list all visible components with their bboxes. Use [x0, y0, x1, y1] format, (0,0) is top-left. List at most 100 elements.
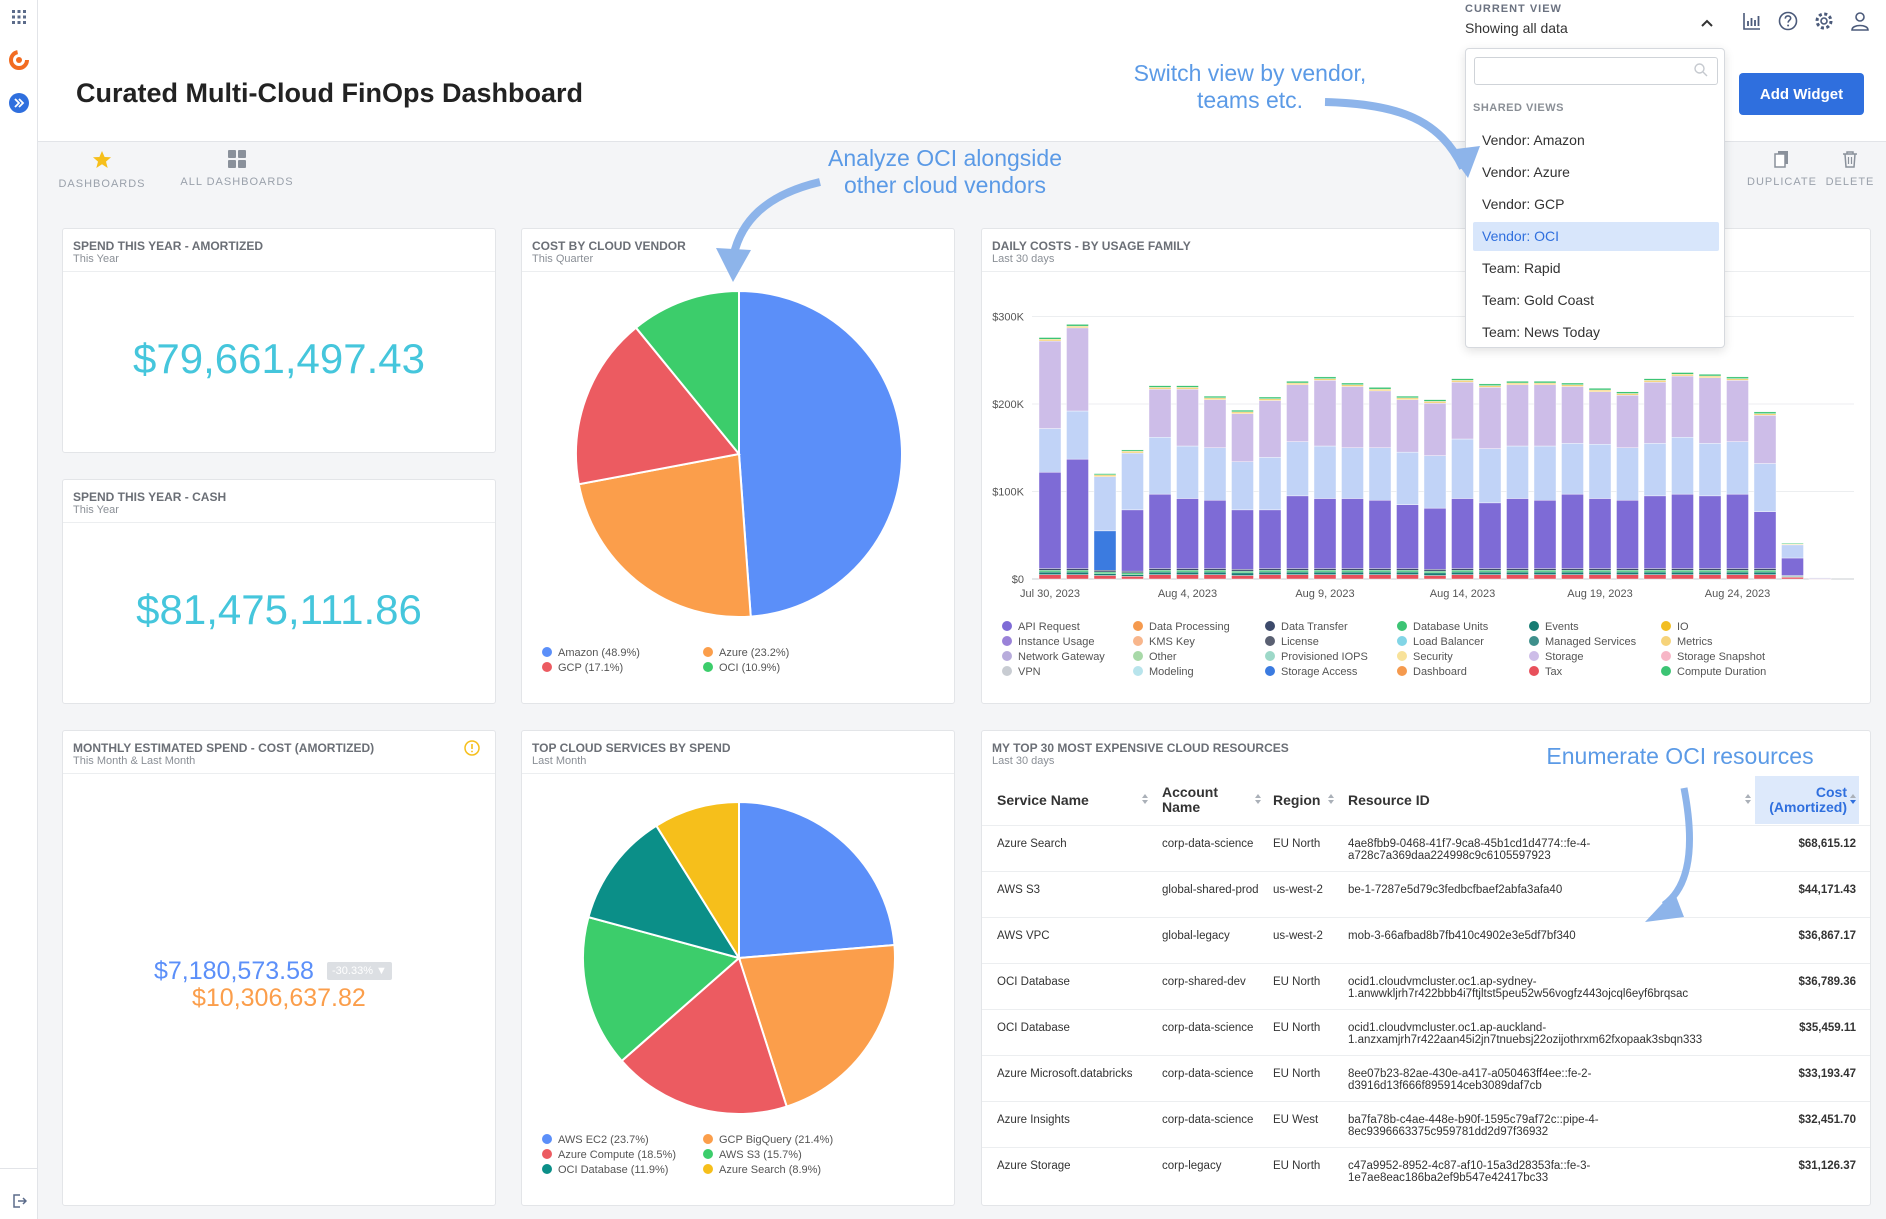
legend-item[interactable]: AWS EC2 (23.7%) [542, 1134, 649, 1146]
star-icon [92, 150, 112, 170]
legend-item[interactable]: Modeling [1133, 666, 1194, 678]
legend-swatch [1397, 666, 1407, 676]
legend-item[interactable]: Tax [1529, 666, 1562, 678]
table-row[interactable]: Azure Storage corp-legacy EU North c47a9952… [982, 1147, 1870, 1193]
table-row[interactable]: Azure Microsoft.databricks corp-data-scie… [982, 1055, 1870, 1101]
cell-resource-id: ocid1.cloudvmcluster.oc1.ap-auckland-1.a… [1348, 1022, 1743, 1046]
legend-item[interactable]: Managed Services [1529, 636, 1636, 648]
legend-item[interactable]: GCP (17.1%) [542, 662, 623, 674]
cell-cost: $33,193.47 [1798, 1068, 1856, 1080]
info-icon[interactable] [464, 740, 480, 756]
legend-item[interactable]: Metrics [1661, 636, 1712, 648]
legend-swatch [1133, 636, 1143, 646]
chevron-up-icon[interactable] [1700, 18, 1714, 28]
legend-swatch [1133, 666, 1143, 676]
add-widget-button[interactable]: Add Widget [1739, 73, 1864, 115]
legend-item[interactable]: Provisioned IOPS [1265, 651, 1368, 663]
help-icon[interactable] [1777, 10, 1799, 32]
legend-item[interactable]: VPN [1002, 666, 1041, 678]
legend-item[interactable]: Load Balancer [1397, 636, 1484, 648]
cell-resource-id: ba7fa78b-c4ae-448e-b90f-1595c79af72c::pi… [1348, 1114, 1743, 1138]
dropdown-item[interactable]: Team: Gold Coast [1473, 286, 1719, 315]
legend-item[interactable]: Database Units [1397, 621, 1488, 633]
column-header-account[interactable]: Account Name [1162, 785, 1252, 815]
spend-amortized-card: SPEND THIS YEAR - AMORTIZED This Year $7… [62, 228, 496, 453]
legend-item[interactable]: AWS S3 (15.7%) [703, 1149, 802, 1161]
logout-icon[interactable] [8, 1190, 30, 1212]
view-search-input[interactable] [1474, 57, 1718, 85]
table-row[interactable]: AWS S3 global-shared-prod us-west-2 be-1-72… [982, 871, 1870, 917]
card-subtitle: This Year [73, 253, 119, 265]
sort-icon[interactable] [1141, 793, 1149, 805]
legend-item[interactable]: GCP BigQuery (21.4%) [703, 1134, 833, 1146]
legend-item[interactable]: OCI Database (11.9%) [542, 1164, 668, 1176]
shared-views-heading: SHARED VIEWS [1473, 102, 1564, 114]
legend-item[interactable]: Security [1397, 651, 1453, 663]
last-month-value: $10,306,637.82 [192, 984, 366, 1013]
legend-swatch [1529, 621, 1539, 631]
spend-amortized-value: $79,661,497.43 [63, 335, 495, 383]
legend-item[interactable]: API Request [1002, 621, 1080, 633]
sort-icon[interactable] [1327, 793, 1335, 805]
logo-icon[interactable] [8, 49, 30, 71]
legend-item[interactable]: Azure (23.2%) [703, 647, 789, 659]
search-icon [1694, 63, 1708, 77]
legend-item[interactable]: Compute Duration [1661, 666, 1766, 678]
dropdown-item[interactable]: Vendor: Azure [1473, 158, 1719, 187]
legend-item[interactable]: Storage Access [1265, 666, 1357, 678]
legend-item[interactable]: Azure Compute (18.5%) [542, 1149, 676, 1161]
legend-item[interactable]: License [1265, 636, 1319, 648]
table-row[interactable]: AWS VPC global-legacy us-west-2 mob-3-66afb… [982, 917, 1870, 963]
expand-sidebar-icon[interactable] [8, 92, 30, 114]
user-icon[interactable] [1849, 10, 1871, 32]
legend-item[interactable]: Other [1133, 651, 1177, 663]
table-row[interactable]: OCI Database corp-data-science EU North oci… [982, 1009, 1870, 1055]
dropdown-item[interactable]: Vendor: OCI [1473, 222, 1719, 251]
current-view-select[interactable]: Showing all data [1465, 20, 1568, 36]
sort-desc-icon[interactable] [1849, 793, 1857, 805]
legend-item[interactable]: Storage Snapshot [1661, 651, 1765, 663]
legend-item[interactable]: Azure Search (8.9%) [703, 1164, 821, 1176]
legend-item[interactable]: OCI (10.9%) [703, 662, 780, 674]
table-row[interactable]: OCI Database corp-shared-dev EU North ocid1… [982, 963, 1870, 1009]
chart-icon[interactable] [1741, 10, 1763, 32]
legend-item[interactable]: Data Transfer [1265, 621, 1348, 633]
legend-item[interactable]: Storage [1529, 651, 1584, 663]
legend-item[interactable]: Dashboard [1397, 666, 1467, 678]
legend-item[interactable]: Network Gateway [1002, 651, 1105, 663]
tab-dashboards[interactable]: DASHBOARDS [47, 150, 157, 190]
column-header-region[interactable]: Region [1273, 793, 1320, 808]
tab-all-dashboards[interactable]: ALL DASHBOARDS [167, 150, 307, 188]
dropdown-item[interactable]: Vendor: GCP [1473, 190, 1719, 219]
legend-item[interactable]: Amazon (48.9%) [542, 647, 640, 659]
dropdown-item[interactable]: Team: News Today [1473, 318, 1719, 347]
apps-grid-icon[interactable] [8, 6, 30, 28]
sort-icon[interactable] [1254, 793, 1262, 805]
legend-swatch [1133, 621, 1143, 631]
duplicate-button[interactable]: DUPLICATE [1747, 150, 1817, 188]
legend-item[interactable]: Data Processing [1133, 621, 1230, 633]
gear-icon[interactable] [1813, 10, 1835, 32]
legend-swatch [1661, 651, 1671, 661]
legend-swatch [1002, 636, 1012, 646]
column-header-service[interactable]: Service Name [997, 793, 1089, 808]
table-row[interactable]: Azure Search corp-data-science EU North 4ae… [982, 825, 1870, 871]
dropdown-item[interactable]: Team: Rapid [1473, 254, 1719, 283]
legend-item[interactable]: Instance Usage [1002, 636, 1094, 648]
dropdown-item[interactable]: Vendor: Amazon [1473, 126, 1719, 155]
cost-by-vendor-card: COST BY CLOUD VENDOR This Quarter Amazon… [521, 228, 955, 704]
delete-button[interactable]: DELETE [1815, 150, 1885, 188]
card-subtitle: Last 30 days [992, 755, 1054, 767]
cell-service: Azure Storage [997, 1160, 1157, 1172]
legend-item[interactable]: IO [1661, 621, 1689, 633]
column-header-resource-id[interactable]: Resource ID [1348, 793, 1430, 808]
sort-icon[interactable] [1744, 793, 1752, 805]
table-row[interactable]: Azure Insights corp-data-science EU West ba… [982, 1101, 1870, 1147]
cell-region: EU North [1273, 1160, 1343, 1172]
legend-swatch [1661, 621, 1671, 631]
legend-item[interactable]: Events [1529, 621, 1579, 633]
cell-service: Azure Microsoft.databricks [997, 1068, 1157, 1080]
cell-cost: $68,615.12 [1798, 838, 1856, 850]
legend-item[interactable]: KMS Key [1133, 636, 1195, 648]
column-header-cost[interactable]: Cost (Amortized) [1755, 785, 1847, 815]
